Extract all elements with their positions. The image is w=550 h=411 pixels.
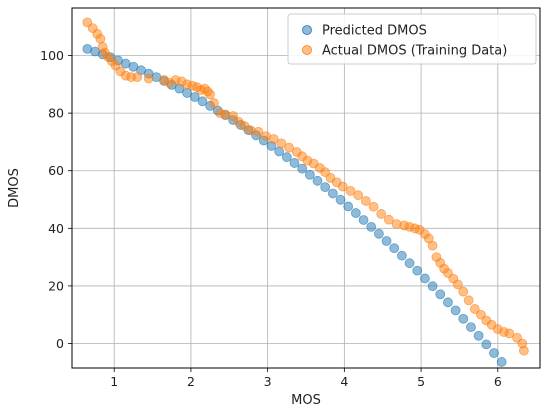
predicted-dmos-point — [450, 305, 461, 316]
predicted-dmos-point — [289, 158, 300, 168]
actual-dmos-point — [383, 214, 394, 225]
predicted-dmos-point — [189, 92, 200, 102]
predicted-dmos-point — [335, 194, 346, 205]
actual-dmos-point — [345, 185, 356, 196]
x-tick-label: 6 — [494, 374, 502, 389]
actual-dmos-point — [376, 209, 387, 219]
x-axis-label: MOS — [291, 393, 321, 408]
predicted-dmos-point — [420, 273, 430, 284]
predicted-dmos-point — [412, 265, 423, 276]
predicted-dmos-point — [274, 146, 285, 157]
predicted-dmos-point — [381, 236, 392, 246]
predicted-dmos-point — [343, 201, 354, 212]
actual-dmos-point — [453, 279, 463, 290]
predicted-dmos-point — [366, 221, 377, 232]
actual-dmos-point — [360, 196, 371, 206]
predicted-dmos-point — [443, 297, 453, 308]
actual-dmos-point — [427, 240, 438, 251]
predicted-dmos-point — [350, 208, 361, 218]
actual-dmos-point — [209, 98, 219, 108]
legend-box — [287, 13, 537, 65]
actual-dmos-point — [143, 73, 154, 84]
actual-dmos-point — [276, 138, 287, 149]
x-tick-label: 4 — [340, 374, 348, 389]
predicted-dmos-point — [458, 313, 469, 324]
y-tick-label: 40 — [48, 221, 64, 236]
actual-dmos-point — [463, 295, 474, 306]
predicted-dmos-point — [489, 348, 499, 358]
actual-dmos-point — [205, 89, 215, 100]
actual-dmos-point — [518, 345, 529, 356]
actual-dmos-point — [284, 142, 295, 153]
actual-dmos-point — [95, 33, 106, 44]
predicted-dmos-point — [373, 228, 384, 239]
actual-dmos-point — [132, 72, 143, 83]
predicted-dmos-point — [397, 250, 407, 261]
y-axis-label: DMOS — [7, 168, 22, 208]
predicted-dmos-point — [358, 215, 369, 225]
y-tick-label: 100 — [40, 48, 64, 63]
actual-dmos-point — [458, 286, 469, 297]
predicted-dmos-point — [466, 322, 476, 333]
y-tick-label: 80 — [48, 106, 64, 121]
x-tick-label: 3 — [264, 374, 272, 389]
legend-label-actual: Actual DMOS (Training Data) — [322, 44, 507, 59]
predicted-dmos-point — [304, 169, 315, 180]
predicted-dmos-point — [496, 357, 507, 367]
x-tick-label: 5 — [417, 374, 425, 389]
predicted-dmos-point — [197, 96, 208, 107]
predicted-dmos-point — [297, 163, 308, 174]
actual-dmos-point — [353, 190, 364, 201]
predicted-dmos-point — [404, 258, 415, 269]
x-tick-label: 2 — [187, 374, 195, 389]
actual-dmos-point — [268, 134, 279, 144]
predicted-dmos-point — [389, 243, 400, 254]
legend-marker-actual — [302, 45, 312, 55]
y-tick-label: 60 — [48, 163, 64, 178]
legend: Predicted DMOS Actual DMOS (Training Dat… — [287, 13, 537, 65]
predicted-dmos-point — [473, 330, 484, 341]
predicted-dmos-point — [281, 152, 292, 163]
actual-dmos-point — [504, 328, 515, 339]
plot-frame — [71, 7, 541, 369]
actual-dmos-point — [253, 126, 264, 137]
predicted-dmos-point — [312, 175, 323, 186]
actual-dmos-point — [337, 181, 348, 192]
predicted-dmos-point — [481, 339, 492, 350]
legend-label-predicted: Predicted DMOS — [322, 24, 427, 39]
predicted-dmos-point — [427, 281, 438, 292]
actual-dmos-point — [368, 201, 379, 212]
predicted-dmos-point — [327, 188, 338, 199]
y-tick-label: 0 — [56, 336, 64, 351]
y-tick-label: 20 — [48, 278, 64, 293]
legend-marker-predicted — [302, 25, 312, 35]
x-tick-label: 1 — [110, 374, 118, 389]
predicted-dmos-point — [435, 289, 446, 300]
actual-dmos-point — [469, 304, 480, 314]
predicted-dmos-point — [320, 182, 331, 193]
data-series — [82, 17, 529, 367]
